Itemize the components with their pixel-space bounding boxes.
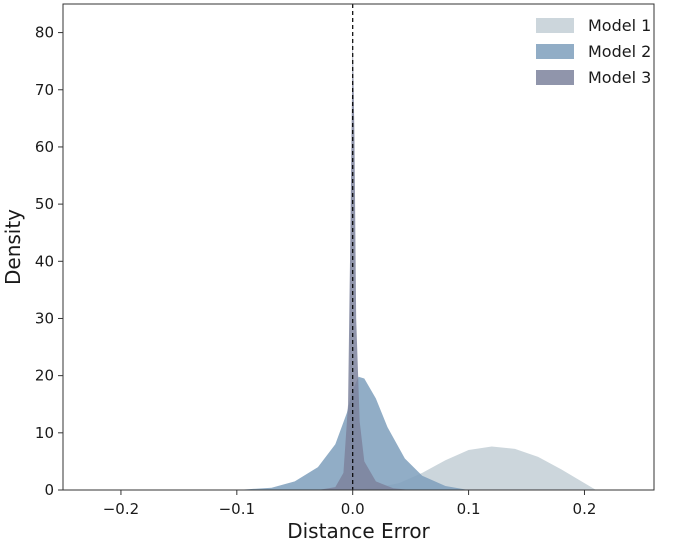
y-tick-label: 60 [35,138,54,156]
y-tick-label: 20 [35,367,54,385]
legend: Model 1 Model 2 Model 3 [536,16,651,87]
y-tick-label: 70 [35,81,54,99]
legend-label-model-3: Model 3 [588,68,651,87]
x-axis-title: Distance Error [287,519,430,543]
x-tick-label: −0.1 [219,500,255,518]
x-tick-label: 0.1 [457,500,481,518]
legend-swatch-model-1 [536,18,574,33]
plot-area [236,32,597,491]
x-tick-label: 0.0 [341,500,365,518]
legend-swatch-model-2 [536,44,574,59]
y-axis: 0 10 20 30 40 50 60 70 80 [35,24,63,499]
plot-frame [62,3,655,491]
legend-label-model-1: Model 1 [588,16,651,35]
legend-label-model-2: Model 2 [588,42,651,61]
y-tick-label: 50 [35,195,54,213]
x-tick-label: −0.2 [103,500,139,518]
y-tick-label: 0 [44,481,54,499]
y-axis-title: Density [1,209,25,285]
legend-swatch-model-3 [536,70,574,85]
y-tick-label: 40 [35,252,54,270]
y-tick-label: 30 [35,309,54,327]
y-tick-label: 10 [35,424,54,442]
x-tick-label: 0.2 [573,500,597,518]
y-tick-label: 80 [35,24,54,42]
x-axis: −0.2 −0.1 0.0 0.1 0.2 [103,490,597,518]
